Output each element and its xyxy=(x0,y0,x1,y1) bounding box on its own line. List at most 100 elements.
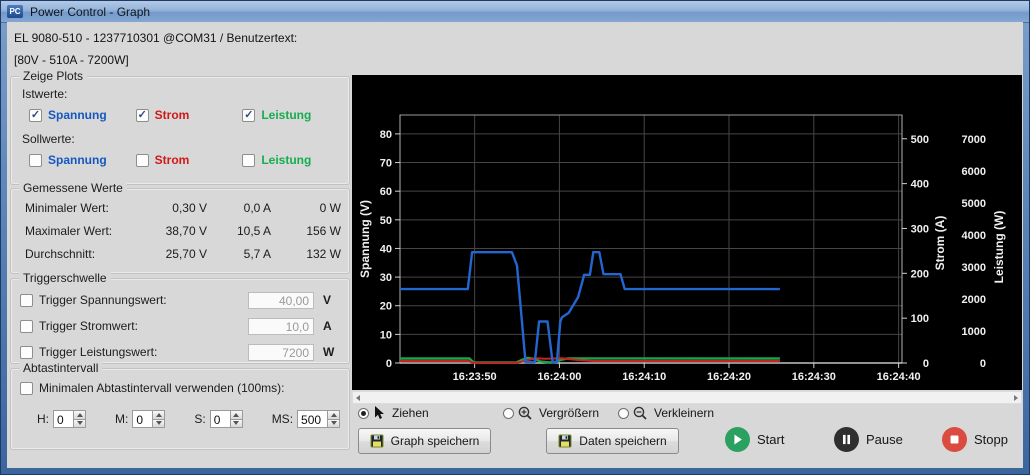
spinner-up-button[interactable] xyxy=(229,410,243,420)
measured-power-value: 132 W xyxy=(306,247,341,261)
radio-vergr-ern[interactable]: Vergrößern xyxy=(503,404,599,422)
measured-row-label: Maximaler Wert: xyxy=(25,224,113,238)
svg-text:4000: 4000 xyxy=(962,230,986,242)
floppy-icon xyxy=(558,434,572,448)
checkbox-box xyxy=(20,319,33,333)
svg-text:16:24:40: 16:24:40 xyxy=(877,371,921,383)
svg-text:2000: 2000 xyxy=(962,294,986,306)
checkbox-sollwert-spannung[interactable]: Spannung xyxy=(29,153,136,167)
plot-label: Strom xyxy=(154,108,190,122)
radio-verkleinern[interactable]: Verkleinern xyxy=(618,404,714,422)
measured-current-value: 10,5 A xyxy=(236,224,271,238)
device-rating-line: [80V - 510A - 7200W] xyxy=(14,53,129,67)
stop-icon xyxy=(942,427,967,452)
checkbox-box xyxy=(20,345,33,359)
spinner-label: M: xyxy=(115,412,129,426)
measured-voltage-value: 0,30 V xyxy=(172,201,207,215)
checkbox-box xyxy=(20,293,33,307)
checkbox-trigger-spannungswert[interactable] xyxy=(20,293,33,307)
daten-speichern-button[interactable]: Daten speichern xyxy=(546,428,679,454)
trigger-leistungswert-input[interactable]: 7200 xyxy=(248,343,314,361)
svg-text:40: 40 xyxy=(380,243,392,255)
checkbox-box: ✓ xyxy=(135,108,149,122)
button-label: Graph speichern xyxy=(390,434,480,448)
svg-text:100: 100 xyxy=(911,313,929,325)
svg-text:0: 0 xyxy=(980,358,986,370)
checkbox-trigger-stromwert[interactable] xyxy=(20,319,33,333)
spinner-buttons xyxy=(152,410,166,428)
button-label: Daten speichern xyxy=(579,434,667,448)
measured-values-table: Minimaler Wert: 0,30 V 0,0 A 0 W Maximaler W… xyxy=(11,201,349,261)
radio-label: Vergrößern xyxy=(539,406,600,420)
scroll-right-arrow-icon[interactable] xyxy=(1014,394,1018,401)
checkbox-box: ✓ xyxy=(29,108,42,122)
svg-text:60: 60 xyxy=(380,186,392,198)
transport-label: Start xyxy=(757,432,785,447)
measured-voltage-value: 25,70 V xyxy=(165,247,207,261)
graph-speichern-button[interactable]: Graph speichern xyxy=(358,428,491,454)
svg-text:16:24:00: 16:24:00 xyxy=(537,371,581,383)
trigger-row: Trigger Spannungswert: 40,00 V xyxy=(11,291,349,309)
svg-text:0: 0 xyxy=(923,358,929,370)
app-icon: PC xyxy=(7,5,23,18)
spinner-up-button[interactable] xyxy=(327,410,341,420)
checkbox-istwert-leistung[interactable]: ✓ Leistung xyxy=(242,108,349,122)
spinner-up-button[interactable] xyxy=(152,410,166,420)
trigger-label: Trigger Stromwert: xyxy=(39,319,138,333)
spinner-s-input[interactable]: 0 xyxy=(209,410,230,428)
spinner-down-button[interactable] xyxy=(327,419,341,428)
window-titlebar[interactable]: PC Power Control - Graph xyxy=(1,1,1029,23)
trigger-row: Trigger Leistungswert: 7200 W xyxy=(11,343,349,361)
spinner-down-button[interactable] xyxy=(73,419,86,428)
svg-text:500: 500 xyxy=(911,134,929,146)
checkbox-box xyxy=(20,381,33,395)
spinner-h: H: 0 xyxy=(37,410,86,428)
interval-spinners: H: 0 M: 0 S: 0 MS: 500 xyxy=(11,410,349,428)
spinner-h-input[interactable]: 0 xyxy=(53,410,73,428)
stopp-button[interactable]: Stopp xyxy=(942,427,1008,452)
spinner-label: H: xyxy=(37,412,49,426)
spinner-m-input[interactable]: 0 xyxy=(132,410,153,428)
pause-button[interactable]: Pause xyxy=(834,427,903,452)
abtastintervall-groupbox: Abtastintervall Minimalen Abtastinterval… xyxy=(10,361,350,450)
checkbox-sollwert-leistung[interactable]: Leistung xyxy=(242,153,349,167)
graph-horizontal-scrollbar[interactable] xyxy=(352,391,1022,404)
series-spannung-istwert xyxy=(400,250,780,364)
scroll-left-arrow-icon[interactable] xyxy=(356,394,360,401)
spinner-m: M: 0 xyxy=(115,410,166,428)
checkbox-box xyxy=(29,153,42,167)
spinner-ms-input[interactable]: 500 xyxy=(297,410,328,428)
svg-text:16:24:30: 16:24:30 xyxy=(792,371,836,383)
start-button[interactable]: Start xyxy=(725,427,784,452)
spinner-label: S: xyxy=(194,412,206,426)
measured-row-label: Durchschnitt: xyxy=(25,247,96,261)
triggerschwelle-groupbox: Triggerschwelle Trigger Spannungswert: 40… xyxy=(10,271,350,364)
measured-voltage-value: 38,70 V xyxy=(165,224,207,238)
series-strom-istwert xyxy=(400,357,780,364)
trigger-stromwert-input[interactable]: 10,0 xyxy=(248,317,314,335)
spinner-buttons xyxy=(73,410,86,428)
checkbox-sollwert-strom[interactable]: Strom xyxy=(135,153,243,167)
radio-ziehen[interactable]: Ziehen xyxy=(358,404,429,422)
checkbox-istwert-spannung[interactable]: ✓ Spannung xyxy=(29,108,136,122)
checkbox-trigger-leistungswert[interactable] xyxy=(20,345,33,359)
trigger-unit: A xyxy=(323,319,332,333)
client-area: EL 9080-510 - 1237710301 @COM31 / Benutz… xyxy=(7,22,1023,468)
device-info-line: EL 9080-510 - 1237710301 @COM31 / Benutz… xyxy=(14,31,298,45)
radio-button xyxy=(358,407,369,419)
svg-text:16:24:20: 16:24:20 xyxy=(707,371,751,383)
transport-label: Pause xyxy=(866,432,903,447)
checkbox-istwert-strom[interactable]: ✓ Strom xyxy=(135,108,243,122)
checkbox-min-abtastintervall[interactable]: Minimalen Abtastintervall verwenden (100… xyxy=(11,379,349,397)
spinner-down-button[interactable] xyxy=(229,419,243,428)
graph-canvas[interactable]: 0 10 20 30 40 50 60 70 80 Spannung (V) 16:23:50 16:… xyxy=(352,75,1022,390)
spinner-down-button[interactable] xyxy=(152,419,166,428)
sollwerte-row: Spannung Strom Leistung xyxy=(11,153,349,167)
gemessene-werte-groupbox: Gemessene Werte Minimaler Wert: 0,30 V 0,0… xyxy=(10,181,350,274)
trigger-spannungswert-input[interactable]: 40,00 xyxy=(248,291,314,309)
spinner-up-button[interactable] xyxy=(73,410,86,420)
svg-text:200: 200 xyxy=(911,268,929,280)
svg-text:7000: 7000 xyxy=(962,134,986,146)
radio-label: Verkleinern xyxy=(654,406,715,420)
measured-current-value: 5,7 A xyxy=(243,247,271,261)
